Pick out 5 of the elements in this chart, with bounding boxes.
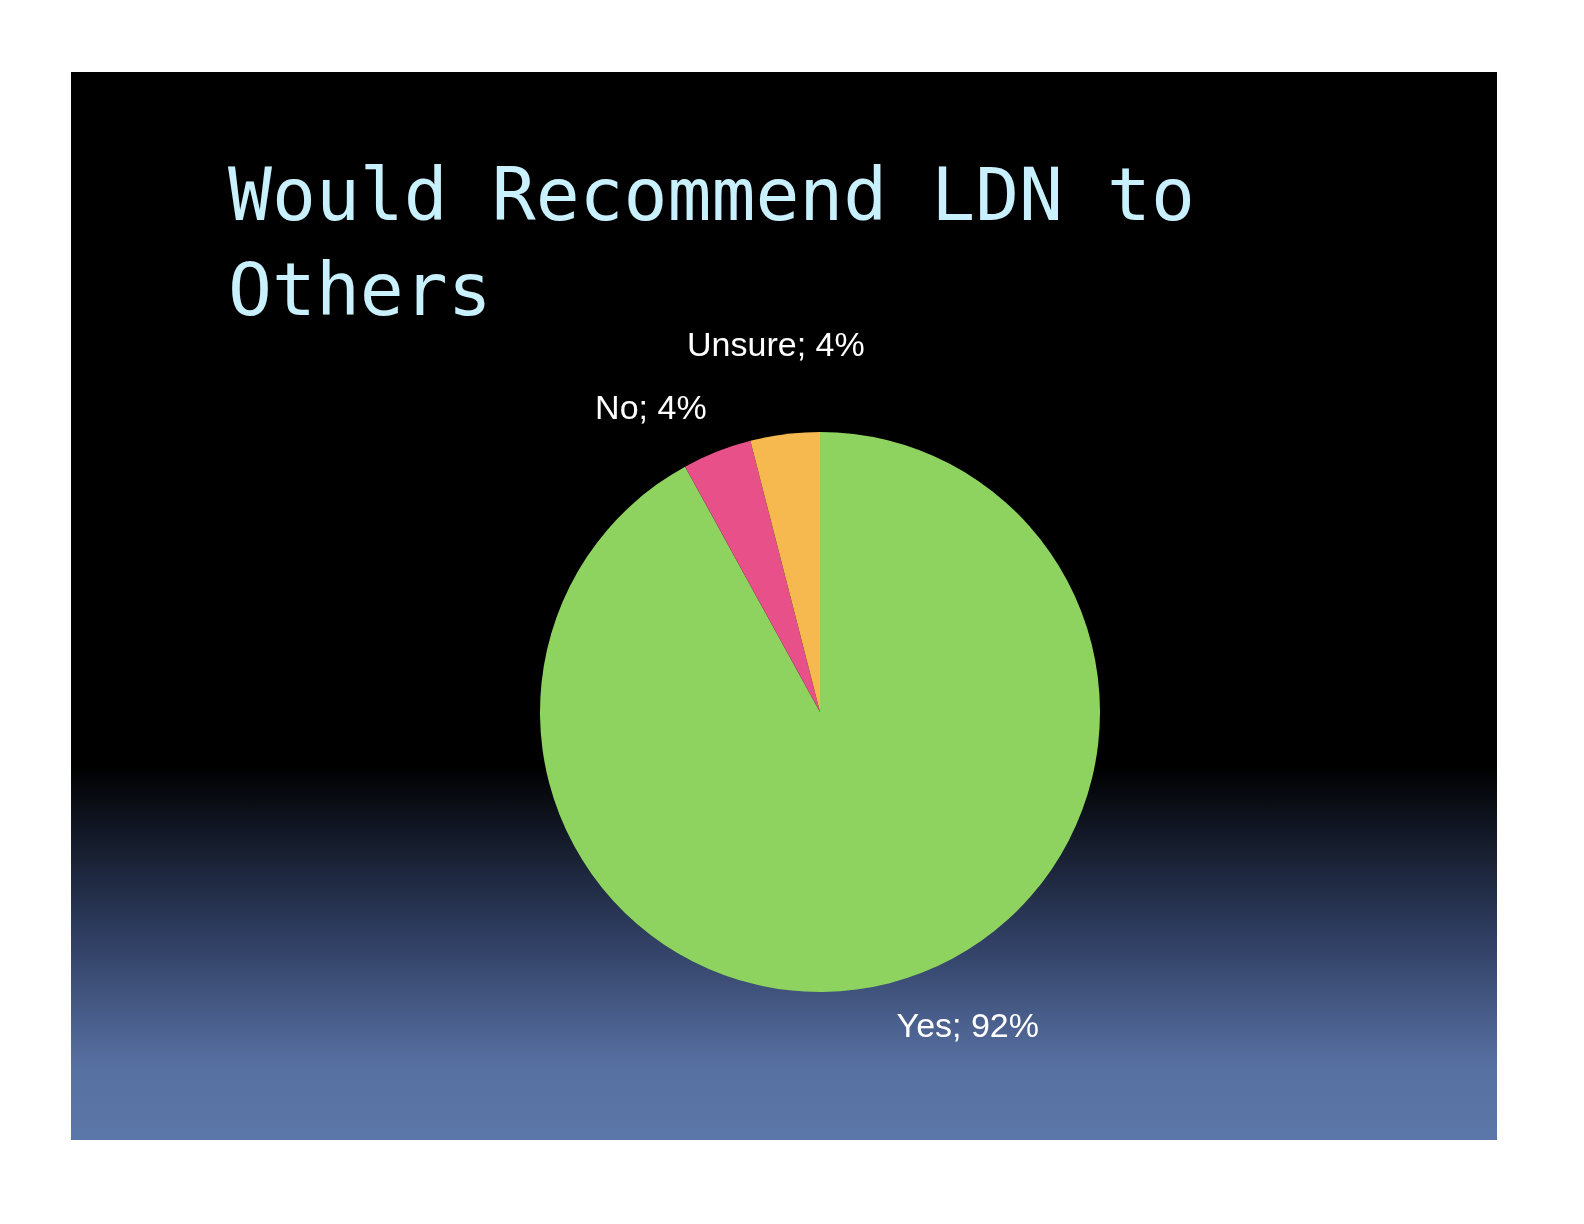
- pie-slice: [540, 432, 1100, 992]
- pie-slice: [750, 432, 820, 712]
- slice-label: Yes; 92%: [896, 1006, 1040, 1045]
- slice-label: No; 4%: [595, 387, 707, 426]
- pie-slice: [685, 440, 820, 712]
